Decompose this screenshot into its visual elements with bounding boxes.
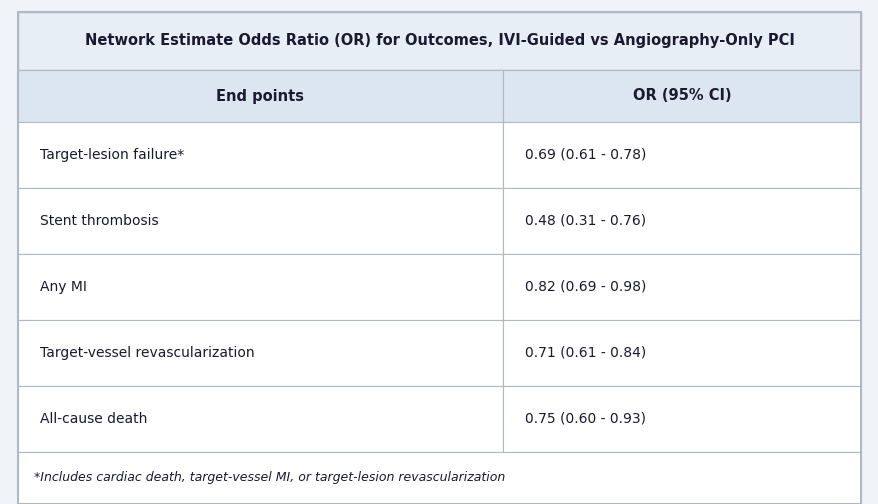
Bar	[18, 254, 502, 320]
Text: OR (95% CI): OR (95% CI)	[632, 89, 730, 103]
Bar	[502, 320, 860, 386]
Bar	[502, 122, 860, 188]
Text: 0.69 (0.61 - 0.78): 0.69 (0.61 - 0.78)	[524, 148, 645, 162]
Bar	[18, 386, 502, 452]
Bar	[18, 12, 860, 70]
Text: *Includes cardiac death, target-vessel MI, or target-lesion revascularization: *Includes cardiac death, target-vessel M…	[34, 472, 505, 484]
Text: 0.75 (0.60 - 0.93): 0.75 (0.60 - 0.93)	[524, 412, 645, 426]
Text: Target-vessel revascularization: Target-vessel revascularization	[40, 346, 255, 360]
Bar	[18, 188, 502, 254]
Text: 0.48 (0.31 - 0.76): 0.48 (0.31 - 0.76)	[524, 214, 645, 228]
Text: Network Estimate Odds Ratio (OR) for Outcomes, IVI-Guided vs Angiography-Only PC: Network Estimate Odds Ratio (OR) for Out…	[84, 33, 794, 48]
Bar	[502, 70, 860, 122]
Text: 0.71 (0.61 - 0.84): 0.71 (0.61 - 0.84)	[524, 346, 645, 360]
Bar	[502, 188, 860, 254]
Bar	[502, 386, 860, 452]
Bar	[18, 320, 502, 386]
Bar	[18, 122, 502, 188]
Text: All-cause death: All-cause death	[40, 412, 148, 426]
Bar	[18, 452, 860, 504]
Text: Target-lesion failure*: Target-lesion failure*	[40, 148, 184, 162]
Text: 0.82 (0.69 - 0.98): 0.82 (0.69 - 0.98)	[524, 280, 645, 294]
Text: End points: End points	[216, 89, 304, 103]
Text: Stent thrombosis: Stent thrombosis	[40, 214, 158, 228]
Bar	[502, 254, 860, 320]
Bar	[18, 70, 502, 122]
Text: Any MI: Any MI	[40, 280, 87, 294]
